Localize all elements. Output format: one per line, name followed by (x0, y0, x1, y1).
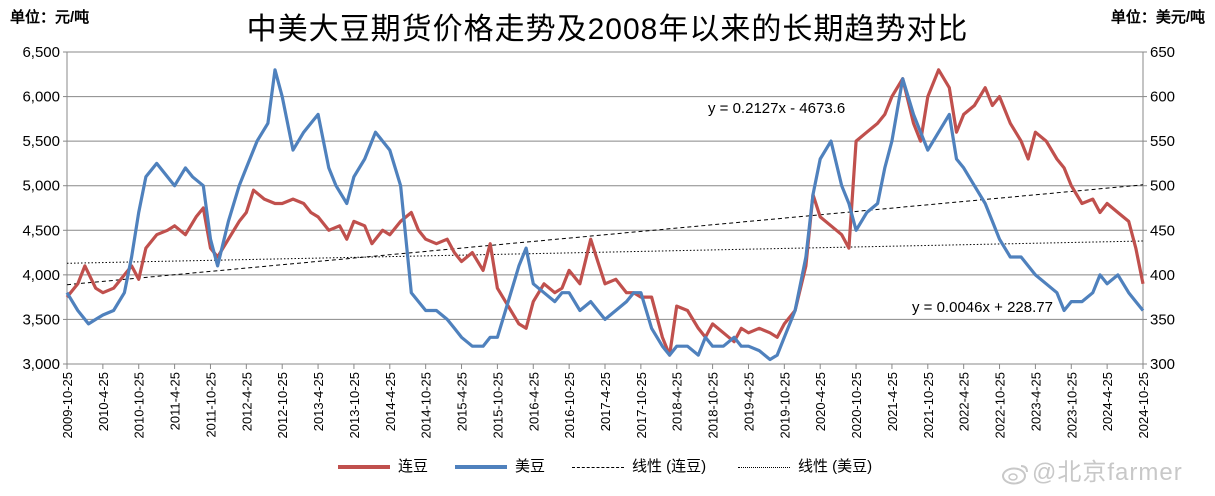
chart-title: 中美大豆期货价格走势及2008年以来的长期趋势对比 (246, 13, 969, 46)
x-tick-label: 2014-4-25 (383, 372, 398, 431)
x-tick-label: 2015-10-25 (490, 372, 505, 439)
left-axis-ticks: 3,000 3,500 4,000 4,500 5,000 5,500 6,000 6,500 (22, 44, 67, 373)
x-tick-label: 2013-10-25 (347, 372, 362, 439)
x-tick-label: 2010-10-25 (132, 372, 147, 439)
x-tick-label: 2013-4-25 (311, 372, 326, 431)
trend-line-3 (66, 240, 1144, 264)
legend-label-dalian: 连豆 (398, 458, 429, 475)
x-tick-label: 2020-4-25 (813, 372, 828, 431)
right-axis-ticks: 300 350 400 450 500 550 600 650 (1143, 44, 1175, 373)
x-tick-label: 2022-10-25 (993, 372, 1008, 439)
x-axis-ticks: 2009-10-25 2010-4-25 2010-10-25 2011-4-25 20… (60, 364, 1151, 439)
x-tick-label: 2017-10-25 (634, 372, 649, 439)
grid-lines (67, 96, 1143, 320)
x-tick-label: 2012-4-25 (239, 372, 254, 431)
x-tick-label: 2011-10-25 (203, 372, 218, 438)
x-tick-label: 2014-10-25 (419, 372, 434, 439)
left-tick-label: 5,500 (22, 133, 60, 150)
trend-lines (66, 184, 1144, 286)
right-tick-label: 300 (1150, 356, 1175, 373)
x-tick-label: 2019-10-25 (777, 372, 792, 439)
x-tick-label: 2016-10-25 (562, 372, 577, 439)
trend-equations: y = 0.2127x - 4673.6 y = 0.0046x + 228.77 (708, 100, 1053, 316)
x-tick-label: 2020-10-25 (849, 372, 864, 439)
right-tick-label: 500 (1150, 178, 1175, 195)
x-tick-label: 2022-4-25 (957, 372, 972, 431)
x-tick-label: 2015-4-25 (455, 372, 470, 431)
x-tick-label: 2011-4-25 (168, 372, 183, 430)
legend-item-dalian: 连豆 (338, 455, 428, 476)
watermark: @北京farmer (1002, 452, 1183, 487)
x-tick-label: 2024-4-25 (1100, 372, 1115, 431)
x-tick-label: 2021-10-25 (921, 372, 936, 439)
left-tick-label: 6,000 (22, 89, 60, 106)
series-lines (65, 68, 1145, 362)
x-tick-label: 2009-10-25 (60, 372, 75, 439)
left-tick-label: 4,500 (22, 222, 60, 239)
weibo-icon (1002, 464, 1028, 485)
watermark-text: @北京farmer (1032, 459, 1183, 486)
x-tick-label: 2024-10-25 (1136, 372, 1151, 439)
legend-label-trend-us: 线性 (美豆) (798, 458, 873, 475)
legend-item-us: 美豆 (455, 455, 545, 476)
legend-swatch-us (455, 465, 507, 470)
x-tick-label: 2023-10-25 (1064, 372, 1079, 439)
right-tick-label: 350 (1150, 311, 1175, 328)
left-tick-label: 3,000 (22, 356, 60, 373)
left-tick-label: 4,000 (22, 267, 60, 284)
legend-swatch-dalian (338, 465, 390, 470)
x-tick-label: 2012-10-25 (275, 372, 290, 439)
legend-label-us: 美豆 (515, 458, 546, 475)
left-tick-label: 3,500 (22, 311, 60, 328)
trend-equation: y = 0.2127x - 4673.6 (708, 100, 845, 117)
x-tick-label: 2018-10-25 (706, 372, 721, 439)
x-tick-label: 2010-4-25 (96, 372, 111, 431)
legend-swatch-trend-us (738, 466, 790, 468)
x-tick-label: 2018-4-25 (670, 372, 685, 431)
left-tick-label: 6,500 (22, 44, 60, 61)
left-axis-unit: 单位：元/吨 (10, 9, 90, 26)
legend-swatch-trend-dalian (572, 466, 624, 468)
legend-item-trend-dalian: 线性 (连豆) (572, 455, 706, 476)
trend-line-2 (66, 184, 1144, 286)
legend-label-trend-dalian: 线性 (连豆) (632, 458, 707, 475)
right-tick-label: 600 (1150, 89, 1175, 106)
left-tick-label: 5,000 (22, 178, 60, 195)
right-tick-label: 400 (1150, 267, 1175, 284)
series-line-0 (65, 68, 1145, 357)
x-tick-label: 2016-4-25 (526, 372, 541, 431)
x-tick-label: 2017-4-25 (598, 372, 613, 431)
x-tick-label: 2019-4-25 (741, 372, 756, 431)
trend-equation: y = 0.0046x + 228.77 (912, 299, 1053, 316)
right-axis-unit: 单位：美元/吨 (1110, 9, 1205, 26)
series-line-1 (65, 68, 1145, 362)
x-tick-label: 2021-4-25 (885, 372, 900, 431)
x-tick-label: 2023-4-25 (1028, 372, 1043, 431)
legend-item-trend-us: 线性 (美豆) (738, 455, 872, 476)
right-tick-label: 450 (1150, 222, 1175, 239)
right-tick-label: 650 (1150, 44, 1175, 61)
right-tick-label: 550 (1150, 133, 1175, 150)
